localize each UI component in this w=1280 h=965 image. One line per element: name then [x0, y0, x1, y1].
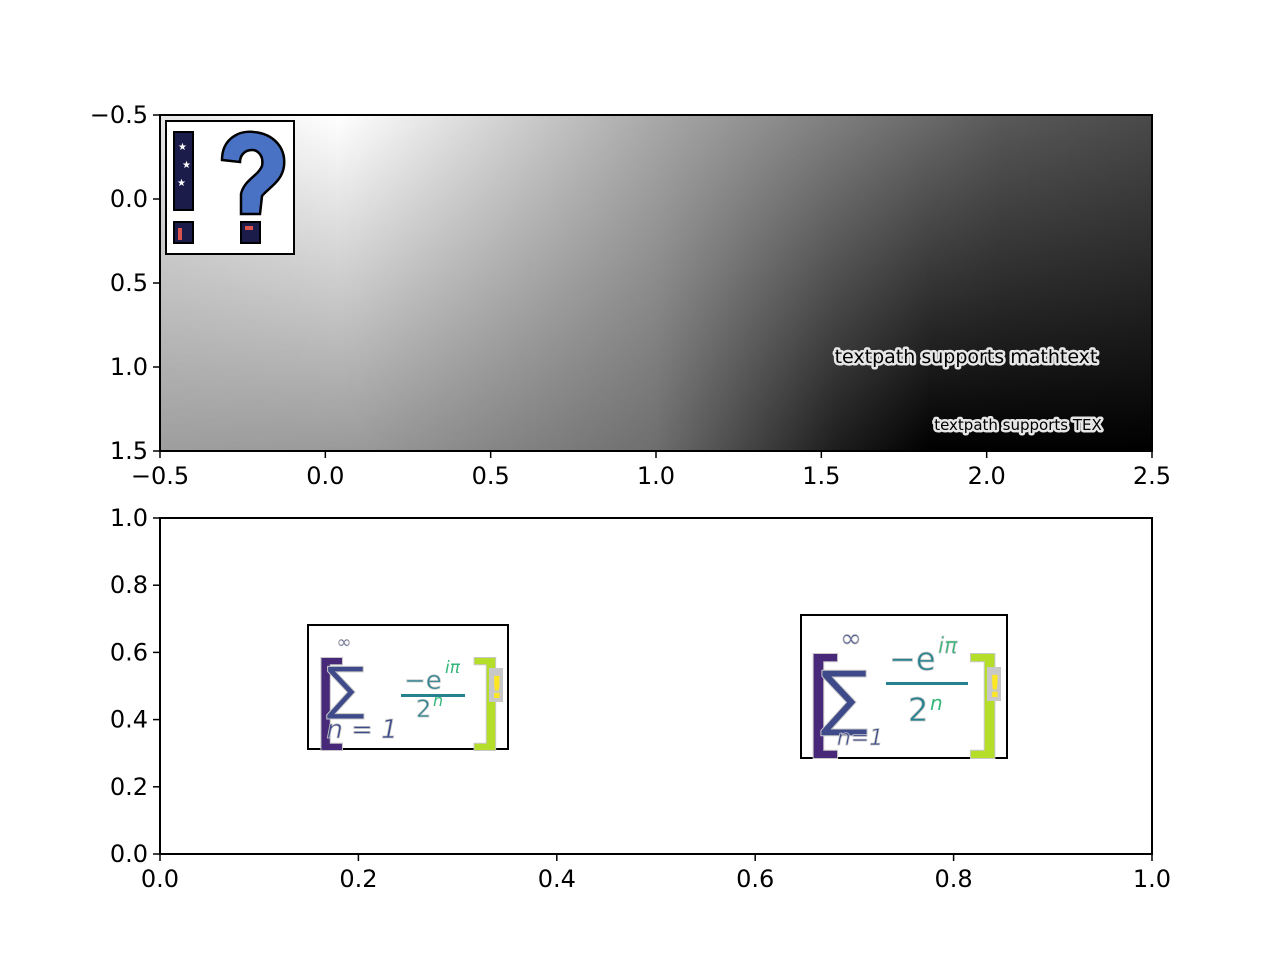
annotation-tex: textpath supports TEX textpath supports …: [932, 414, 1105, 437]
x-tick-label: 0.2: [339, 865, 377, 893]
y-tick-label: 0.0: [110, 840, 148, 868]
y-tick-label: 0.5: [110, 269, 148, 297]
fraction-bar: [401, 694, 465, 697]
y-tick-label: 0.4: [110, 706, 148, 734]
x-tick-label: 2.5: [1133, 462, 1171, 490]
annotation-text: textpath supports mathtext: [835, 346, 1098, 368]
numerator: −e: [889, 640, 936, 678]
axes-top-heatmap: ★ ★ ★ textpath supports mathtext textpat…: [90, 101, 1171, 490]
numerator-exponent: iπ: [938, 634, 958, 659]
y-tick-label: 0.2: [110, 773, 148, 801]
x-tick-label: 0.0: [306, 462, 344, 490]
question-icon: [220, 130, 286, 244]
x-tick-label: 0.4: [538, 865, 576, 893]
sum-lower: n=1: [837, 726, 883, 751]
denominator-exponent: n: [930, 691, 943, 715]
svg-text:★: ★: [178, 142, 187, 153]
x-tick-label: 0.8: [935, 865, 973, 893]
y-tick-label: 0.8: [110, 571, 148, 599]
x-ticks: −0.5 0.0 0.5 1.0 1.5 2.0 2.5: [131, 451, 1171, 490]
denominator-exponent: n: [433, 691, 443, 710]
exclamation-icon: ★ ★ ★: [173, 131, 194, 244]
sum-upper: ∞: [337, 632, 352, 653]
x-tick-label: −0.5: [131, 462, 189, 490]
sum-symbol: ∑: [820, 655, 869, 739]
sum-symbol: ∑: [326, 654, 365, 722]
fraction-bar: [886, 682, 968, 685]
x-tick-label: 1.5: [802, 462, 840, 490]
annotation-halo: textpath supports mathtext: [835, 346, 1098, 368]
annotation-halo: textpath supports TEX: [934, 416, 1102, 434]
formula-annotation-1: [ ∑ ∞ n = 1 −e iπ 2 n ] !: [307, 624, 509, 763]
y-tick-label: 1.0: [110, 504, 148, 532]
glyph-inset: ★ ★ ★: [165, 120, 295, 255]
axes-frame: [159, 517, 1153, 855]
denominator: 2: [416, 695, 431, 723]
heatmap-image: [160, 115, 1152, 451]
numerator: −e: [404, 666, 442, 696]
x-ticks: 0.0 0.2 0.4 0.6 0.8 1.0: [141, 854, 1171, 893]
numerator-exponent: iπ: [445, 658, 461, 678]
formula-annotation-2: [ ∑ ∞ n=1 −e iπ 2 n ] !: [800, 614, 1008, 772]
axes-bottom: [ ∑ ∞ n = 1 −e iπ 2 n ] ! [ ∑ ∞ n=1 −e i…: [110, 504, 1171, 893]
y-tick-label: 0.6: [110, 638, 148, 666]
annotation-mathtext: textpath supports mathtext textpath supp…: [832, 344, 1100, 371]
factorial-mark: !: [490, 671, 504, 706]
y-tick-label: 1.5: [110, 437, 148, 465]
x-tick-label: 1.0: [1133, 865, 1171, 893]
y-ticks: 0.0 0.2 0.4 0.6 0.8 1.0: [110, 504, 160, 868]
x-tick-label: 0.6: [736, 865, 774, 893]
bracket-left: [: [312, 640, 353, 762]
bracket-left: [: [803, 633, 849, 771]
x-tick-label: 1.0: [637, 462, 675, 490]
y-ticks: −0.5 0.0 0.5 1.0 1.5: [90, 101, 160, 465]
factorial-mark: !: [988, 670, 1002, 705]
svg-text:★: ★: [177, 178, 186, 189]
annotation-text: textpath supports TEX: [934, 416, 1102, 434]
y-tick-label: 1.0: [110, 353, 148, 381]
x-tick-label: 2.0: [968, 462, 1006, 490]
svg-text:★: ★: [182, 160, 191, 171]
denominator: 2: [908, 691, 928, 729]
x-tick-label: 0.5: [472, 462, 510, 490]
sum-upper: ∞: [840, 624, 862, 654]
sum-lower: n = 1: [326, 715, 397, 745]
bracket-right: ]: [959, 633, 1005, 771]
y-tick-label: 0.0: [110, 185, 148, 213]
x-tick-label: 0.0: [141, 865, 179, 893]
y-tick-label: −0.5: [90, 101, 148, 129]
